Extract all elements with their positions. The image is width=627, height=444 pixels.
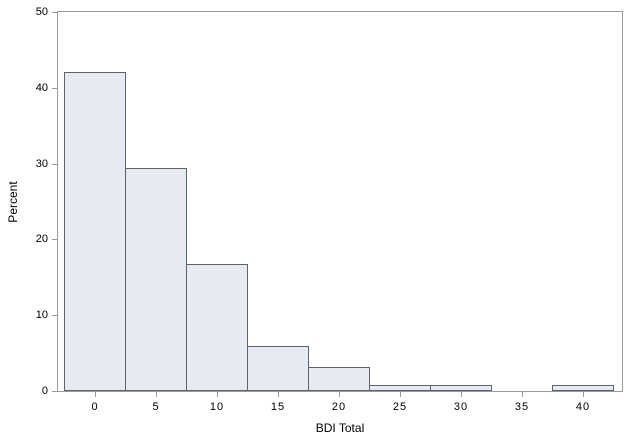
x-axis-tick <box>217 392 218 397</box>
y-tick-label: 30 <box>35 158 48 170</box>
x-axis-title: BDI Total <box>315 421 365 435</box>
y-tick-label: 10 <box>35 309 48 321</box>
histogram-bar <box>64 72 126 391</box>
x-tick-label: 30 <box>453 401 469 413</box>
histogram-bar <box>308 367 370 391</box>
x-axis-tick <box>95 392 96 397</box>
x-axis-tick <box>339 392 340 397</box>
histogram-bar <box>369 385 431 391</box>
y-axis-tick <box>52 88 58 89</box>
y-axis-tick <box>52 12 58 13</box>
histogram-bar <box>186 264 248 391</box>
y-axis-tick <box>52 391 58 392</box>
y-tick-label: 40 <box>35 82 48 94</box>
x-axis-tick <box>461 392 462 397</box>
x-tick-label: 35 <box>514 401 530 413</box>
x-tick-label: 5 <box>152 401 160 413</box>
y-axis-tick <box>52 164 58 165</box>
y-axis-tick <box>52 315 58 316</box>
y-tick-label: 50 <box>35 6 48 18</box>
y-tick-label: 20 <box>35 233 48 245</box>
x-axis-tick <box>583 392 584 397</box>
x-axis-tick <box>278 392 279 397</box>
x-tick-label: 25 <box>392 401 408 413</box>
x-axis-tick <box>522 392 523 397</box>
x-tick-label: 15 <box>270 401 286 413</box>
x-tick-label: 40 <box>575 401 591 413</box>
x-tick-label: 10 <box>209 401 225 413</box>
histogram-bar <box>125 168 187 391</box>
x-axis-tick <box>156 392 157 397</box>
y-tick-label: 0 <box>41 385 48 397</box>
x-tick-label: 0 <box>91 401 99 413</box>
x-tick-label: 20 <box>331 401 347 413</box>
histogram-bar <box>247 346 309 391</box>
plot-area <box>57 11 623 392</box>
x-axis-tick <box>400 392 401 397</box>
histogram-bar <box>552 385 614 391</box>
y-axis-tick <box>52 239 58 240</box>
histogram-bar <box>430 385 492 391</box>
